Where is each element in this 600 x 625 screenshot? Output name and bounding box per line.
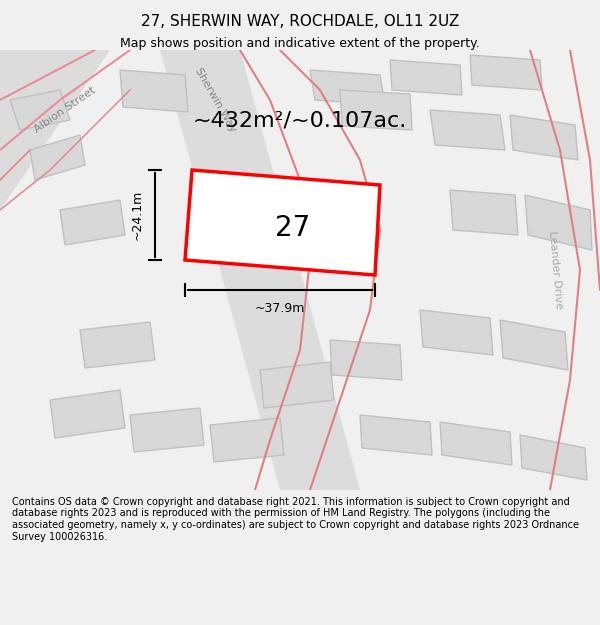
Polygon shape bbox=[510, 115, 578, 160]
Polygon shape bbox=[80, 322, 155, 368]
Polygon shape bbox=[260, 362, 334, 408]
Text: Sherwin
Way: Sherwin Way bbox=[208, 183, 233, 227]
Polygon shape bbox=[60, 200, 125, 245]
Polygon shape bbox=[0, 50, 110, 210]
Text: Sherwin Way: Sherwin Way bbox=[193, 66, 238, 134]
Text: ~24.1m: ~24.1m bbox=[131, 190, 143, 240]
Text: Leander Drive: Leander Drive bbox=[547, 231, 563, 309]
Polygon shape bbox=[520, 435, 587, 480]
Polygon shape bbox=[340, 90, 412, 130]
Text: Albion Street: Albion Street bbox=[32, 85, 97, 135]
Polygon shape bbox=[330, 340, 402, 380]
Text: Map shows position and indicative extent of the property.: Map shows position and indicative extent… bbox=[120, 38, 480, 51]
Polygon shape bbox=[470, 55, 542, 90]
Text: ~37.9m: ~37.9m bbox=[255, 301, 305, 314]
Polygon shape bbox=[120, 70, 188, 112]
Polygon shape bbox=[185, 170, 380, 275]
Polygon shape bbox=[450, 190, 518, 235]
Polygon shape bbox=[525, 195, 592, 250]
Polygon shape bbox=[430, 110, 505, 150]
Polygon shape bbox=[420, 310, 493, 355]
Polygon shape bbox=[130, 408, 204, 452]
Polygon shape bbox=[50, 390, 125, 438]
Polygon shape bbox=[210, 418, 284, 462]
Polygon shape bbox=[160, 50, 360, 490]
Polygon shape bbox=[360, 415, 432, 455]
Polygon shape bbox=[30, 135, 85, 180]
Polygon shape bbox=[500, 320, 568, 370]
Text: 27, SHERWIN WAY, ROCHDALE, OL11 2UZ: 27, SHERWIN WAY, ROCHDALE, OL11 2UZ bbox=[141, 14, 459, 29]
Polygon shape bbox=[10, 90, 70, 130]
Text: 27: 27 bbox=[275, 214, 311, 241]
Text: ~432m²/~0.107ac.: ~432m²/~0.107ac. bbox=[193, 110, 407, 130]
Polygon shape bbox=[310, 70, 385, 105]
Polygon shape bbox=[440, 422, 512, 465]
Polygon shape bbox=[390, 60, 462, 95]
Text: Contains OS data © Crown copyright and database right 2021. This information is : Contains OS data © Crown copyright and d… bbox=[12, 497, 579, 541]
